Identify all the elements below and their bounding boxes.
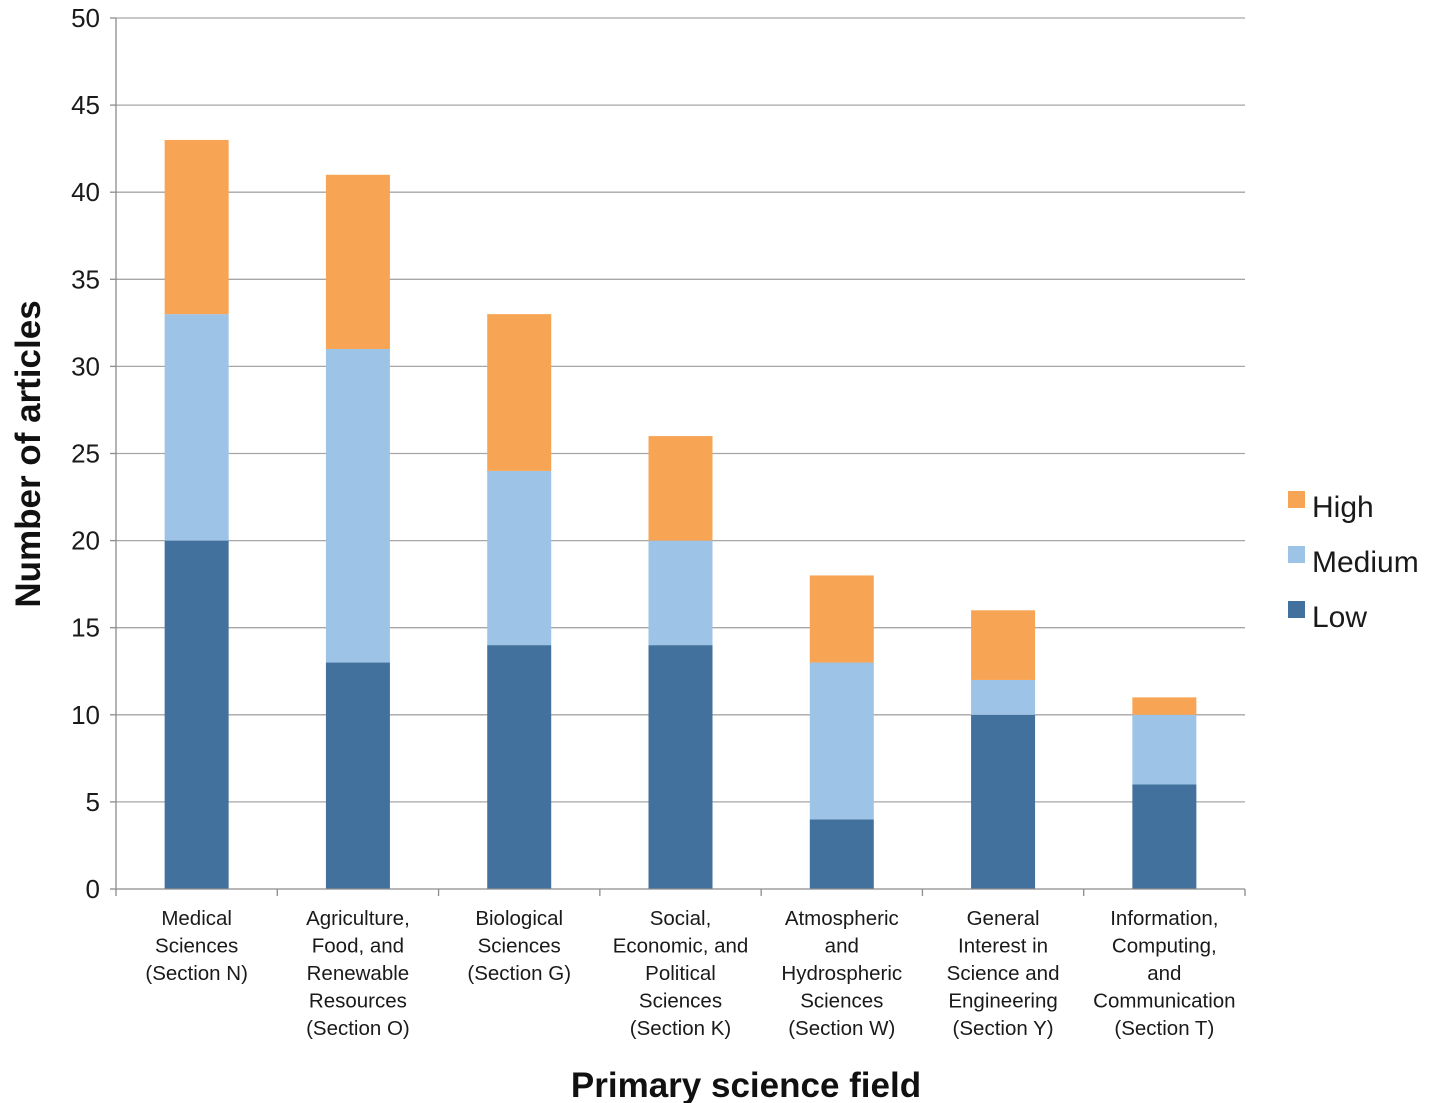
y-tick-labels: 0 5 10 15 20 25 30 35 40 45 50 xyxy=(71,3,100,904)
bar-segment-low xyxy=(164,540,229,889)
bar-segment-medium xyxy=(325,348,390,663)
bar-segment-medium xyxy=(164,314,229,541)
legend-label-high: High xyxy=(1312,491,1374,524)
bar-segment-high xyxy=(648,436,713,541)
x-category-label: Agriculture, Food, and Renewable Resources(… xyxy=(306,907,410,1040)
bar-segment-medium xyxy=(971,679,1036,715)
x-category-label: Biological Sciences (Section G) xyxy=(467,907,571,985)
bar-segment-low xyxy=(648,645,713,889)
bar-segment-medium xyxy=(648,540,713,646)
bar-segment-medium xyxy=(487,470,552,646)
bar-segment-low xyxy=(487,645,552,889)
y-tick-label: 10 xyxy=(71,700,100,730)
x-category-labels: Medical Sciences (Section N) Agriculture, Fo… xyxy=(145,907,1235,1040)
y-axis-title: Number of articles xyxy=(9,300,48,607)
legend-swatch-medium xyxy=(1288,546,1305,563)
bar-segment-low xyxy=(325,662,390,889)
y-tick-label: 35 xyxy=(71,264,100,294)
x-axis-title: Primary science field xyxy=(571,1066,921,1103)
y-tick-label: 40 xyxy=(71,177,100,207)
bar-segment-low xyxy=(1132,784,1197,889)
y-tick-label: 50 xyxy=(71,3,100,33)
bar-segment-high xyxy=(1132,697,1197,715)
bar-segment-high xyxy=(164,139,229,315)
x-category-label: Medical Sciences (Section N) xyxy=(145,907,248,985)
legend-label-medium: Medium xyxy=(1312,546,1419,579)
x-category-label: Social, Economic, and Political Sciences (Se… xyxy=(613,907,749,1040)
bar-segment-high xyxy=(971,610,1036,680)
legend-swatch-high xyxy=(1288,491,1305,508)
x-category-label: Atmospheric and Hydrospheric Sciences (Secti… xyxy=(781,907,902,1040)
bar-segment-medium xyxy=(1132,714,1197,785)
y-tick-label: 5 xyxy=(86,787,100,817)
y-tick-label: 20 xyxy=(71,526,100,556)
bar-segment-low xyxy=(971,714,1036,889)
y-tick-label: 0 xyxy=(86,874,100,904)
bar-segment-high xyxy=(487,314,552,471)
bar-segment-medium xyxy=(809,662,874,820)
bar-segment-high xyxy=(809,575,874,663)
legend-swatch-low xyxy=(1288,601,1305,618)
legend-label-low: Low xyxy=(1312,601,1367,634)
y-tick-label: 15 xyxy=(71,613,100,643)
bar-segment-low xyxy=(809,819,874,889)
bar-segment-high xyxy=(325,174,390,349)
x-category-label: Information, Computing, and Communication (S… xyxy=(1093,907,1235,1040)
y-tick-label: 45 xyxy=(71,90,100,120)
y-tick-label: 25 xyxy=(71,439,100,469)
axes xyxy=(110,17,1246,896)
x-category-label: General Interest in Science and Engineering… xyxy=(947,907,1060,1040)
legend: High Medium Low xyxy=(1288,491,1419,634)
bars xyxy=(164,139,1197,889)
y-tick-label: 30 xyxy=(71,351,100,381)
